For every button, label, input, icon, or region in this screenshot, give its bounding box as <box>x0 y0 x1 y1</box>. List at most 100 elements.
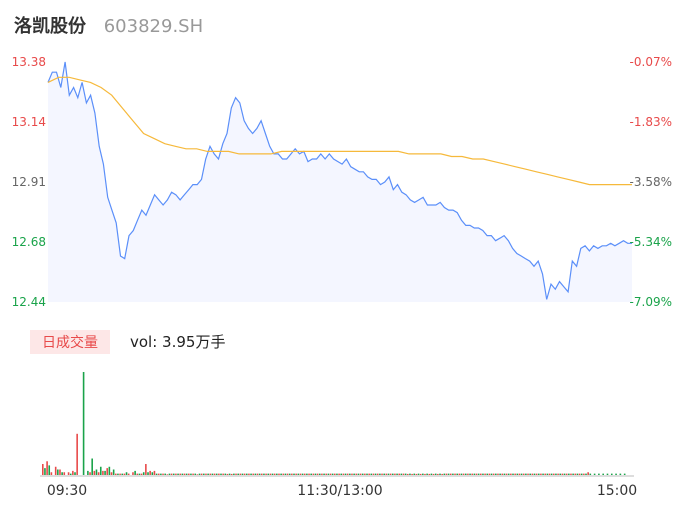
volume-bar-up <box>480 473 482 475</box>
volume-bar-down <box>57 469 59 475</box>
volume-bar-down <box>576 473 579 475</box>
volume-bar-up <box>200 473 203 475</box>
volume-bar-down <box>344 473 347 475</box>
volume-bar-up <box>282 473 285 475</box>
volume-bar-up <box>273 473 276 475</box>
volume-bar-up <box>230 473 233 475</box>
volume-bar-down <box>95 469 98 475</box>
price-area-layer <box>48 62 632 302</box>
volume-bar-up <box>188 473 190 475</box>
volume-bar-down <box>108 466 111 475</box>
x-tick-label: 09:30 <box>47 483 87 499</box>
price-tick-label: 13.14 <box>12 115 46 129</box>
volume-bar-down <box>383 473 385 475</box>
volume-bar-down <box>529 473 531 475</box>
stock-name: 洛凯股份 <box>14 16 86 37</box>
price-area <box>48 62 632 302</box>
volume-bar-down <box>568 473 570 475</box>
pct-tick-label: -0.07% <box>630 55 672 69</box>
volume-bar-down <box>203 473 205 475</box>
volume-bar-down <box>370 473 373 475</box>
volume-bar-up <box>402 473 405 475</box>
volume-bar-down <box>610 473 613 475</box>
volume-bar-up <box>286 473 289 475</box>
volume-bar-down <box>301 473 304 475</box>
volume-bar-up <box>243 473 246 475</box>
volume-bar-down <box>490 473 493 475</box>
pct-tick-label: -7.09% <box>630 295 672 309</box>
volume-bar-down <box>585 473 587 475</box>
volume-bar-down <box>250 473 252 475</box>
volume-bar-up <box>252 473 255 475</box>
volume-bar-up <box>385 473 388 475</box>
volume-bar-down <box>224 473 227 475</box>
volume-bar-up <box>140 473 143 475</box>
volume-bar-up <box>291 473 293 475</box>
volume-bar-down <box>404 473 407 475</box>
volume-bar-up <box>587 472 589 475</box>
volume-bar-down <box>460 473 463 475</box>
volume-bar-down <box>241 473 244 475</box>
volume-bar-down <box>336 473 338 475</box>
volume-bar-up <box>583 473 585 475</box>
volume-bar-down <box>482 473 484 475</box>
volume-bar-up <box>179 473 182 475</box>
volume-bar-up <box>510 473 512 475</box>
volume-bar-down <box>233 473 235 475</box>
volume-bar-down <box>606 473 609 475</box>
volume-bar-down <box>288 473 291 475</box>
volume-bar-up <box>553 473 555 475</box>
volume-bar-down <box>121 473 124 475</box>
volume-bar-down <box>456 473 458 475</box>
volume-bar-up <box>351 473 353 475</box>
volume-bar-up <box>372 473 375 475</box>
volume-bar-up <box>415 473 418 475</box>
volume-bar-down <box>284 473 287 475</box>
volume-bar-up <box>424 473 426 475</box>
volume-bar-down <box>434 473 437 475</box>
volume-bar-down <box>422 473 424 475</box>
pct-tick-label: -3.58% <box>630 175 672 189</box>
volume-bar-up <box>42 464 44 475</box>
volume-bar-up <box>102 470 104 475</box>
volume-bar-down <box>623 473 626 475</box>
volume-bar-up <box>278 473 280 475</box>
volume-bar-down <box>503 473 506 475</box>
volume-bar-up <box>170 473 173 475</box>
volume-bar-up <box>312 473 315 475</box>
volume-bar-down <box>310 473 312 475</box>
volume-bar-up <box>239 473 242 475</box>
volume-bar-down <box>391 473 394 475</box>
volume-bar-down <box>211 473 214 475</box>
volume-bar-down <box>387 473 390 475</box>
volume-bar-up <box>522 473 525 475</box>
volume-bar-up <box>561 473 564 475</box>
volume-bar-down <box>563 473 566 475</box>
x-tick-label: 11:30/13:00 <box>297 483 382 499</box>
chart-header: 洛凯股份 603829.SH <box>14 12 203 38</box>
volume-bar-up <box>518 473 521 475</box>
volume-bar-down <box>172 473 175 475</box>
volume-bar-down <box>297 473 300 475</box>
volume-bar-down <box>327 473 330 475</box>
volume-bar-down <box>447 473 450 475</box>
volume-bar-up <box>183 473 186 475</box>
volume-bar-up <box>76 433 78 475</box>
volume-bar-up <box>407 473 409 475</box>
volume-bar-up <box>565 473 568 475</box>
volume-bar-down <box>215 473 218 475</box>
volume-bar-down <box>112 469 115 475</box>
volume-bar-up <box>527 473 529 475</box>
volume-bar-up <box>157 473 160 475</box>
volume-bar-up <box>248 473 250 475</box>
volume-bar-down <box>550 473 553 475</box>
volume-bar-up <box>261 473 263 475</box>
volume-bar-down <box>499 473 501 475</box>
volume-bar-down <box>593 473 596 475</box>
volume-bar-up <box>127 473 130 475</box>
x-tick-label: 15:00 <box>597 483 637 499</box>
volume-bar-down <box>117 473 119 475</box>
volume-bar-down <box>413 473 416 475</box>
volume-bar-down <box>546 473 549 475</box>
